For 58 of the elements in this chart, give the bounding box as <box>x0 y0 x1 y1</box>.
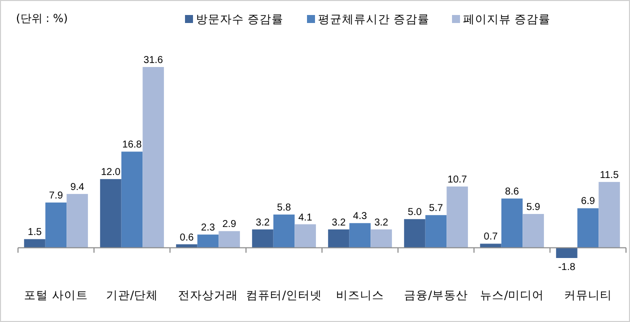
bar <box>24 239 46 248</box>
x-tick-label: 기관/단체 <box>106 288 158 302</box>
data-label: 8.6 <box>505 186 520 198</box>
data-label: 5.0 <box>408 207 422 218</box>
bar <box>370 229 392 248</box>
bar <box>142 67 164 248</box>
x-tick-label: 비즈니스 <box>336 288 384 302</box>
bar <box>556 248 578 258</box>
x-tick-label: 전자상거래 <box>178 288 238 302</box>
data-label: 7.9 <box>49 190 64 202</box>
data-label: 5.8 <box>277 202 292 214</box>
data-label: 11.5 <box>600 170 620 181</box>
legend-label: 방문자수 증감률 <box>196 12 284 26</box>
data-label: 5.7 <box>429 203 444 214</box>
data-label: 2.9 <box>222 219 237 230</box>
x-tick-label: 금융/부동산 <box>404 288 468 302</box>
data-label: 0.6 <box>180 232 194 244</box>
data-label: 31.6 <box>144 55 164 66</box>
bar <box>121 152 143 248</box>
bar <box>522 214 544 248</box>
bar <box>577 208 599 248</box>
x-tick-label: 커뮤니티 <box>564 288 612 302</box>
bar <box>598 182 620 248</box>
x-tick-label: 뉴스/미디어 <box>480 288 544 302</box>
x-tick-label: 컴퓨터/인터넷 <box>246 288 322 302</box>
data-label: 1.5 <box>28 227 42 238</box>
legend-label: 페이지뷰 증감률 <box>463 12 551 26</box>
data-label: 4.3 <box>353 211 368 222</box>
bar <box>294 224 316 248</box>
data-label: 16.8 <box>122 140 142 151</box>
bar <box>328 229 350 248</box>
text: (단위 : %) <box>16 12 68 25</box>
bar <box>197 234 219 248</box>
legend-label: 평균체류시간 증감률 <box>318 12 430 26</box>
bar <box>100 179 122 248</box>
bar <box>218 231 240 248</box>
bar <box>501 198 523 248</box>
data-label: 5.9 <box>526 202 541 213</box>
bar <box>425 215 447 248</box>
bar <box>404 219 426 248</box>
data-label: 3.2 <box>332 217 346 228</box>
bar <box>349 223 371 248</box>
data-label: -1.8 <box>558 262 576 273</box>
bar <box>66 194 88 248</box>
data-label: 3.2 <box>374 217 389 228</box>
data-label: 3.2 <box>256 217 270 228</box>
data-label: 10.7 <box>448 174 468 186</box>
data-label: 12.0 <box>100 167 121 178</box>
data-label: 9.4 <box>70 182 85 193</box>
data-label: 0.7 <box>484 232 498 243</box>
x-tick-label: 포털 사이트 <box>24 288 88 302</box>
bar <box>45 202 67 248</box>
bar <box>273 214 295 248</box>
bar <box>446 186 468 248</box>
bar <box>252 229 274 248</box>
data-label: 6.9 <box>581 196 596 208</box>
data-label: 4.1 <box>298 212 313 224</box>
data-label: 2.3 <box>201 222 216 234</box>
